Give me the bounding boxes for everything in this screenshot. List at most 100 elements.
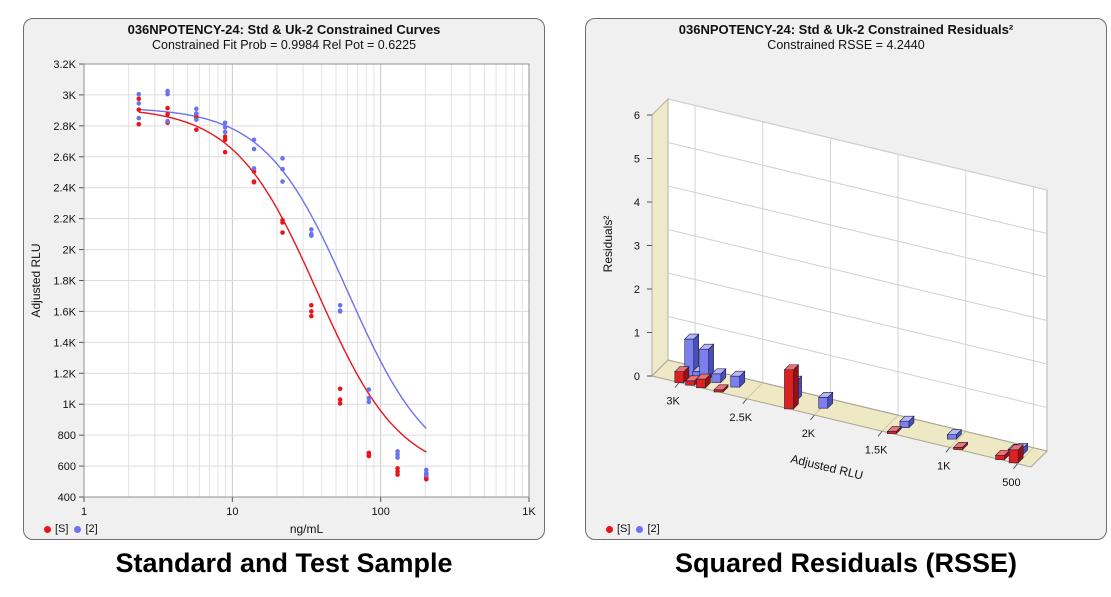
data-point-test	[136, 115, 142, 121]
data-point-std	[337, 386, 343, 392]
legend-std-marker	[606, 525, 613, 533]
residual-bar-std	[886, 425, 903, 435]
residual-bar-test-front	[711, 373, 722, 383]
data-point-test	[251, 166, 257, 171]
legend-std-label: [S]	[55, 523, 69, 535]
data-point-test	[251, 137, 257, 143]
y-tick-label: 400	[58, 492, 76, 504]
x-tick-label: 1	[81, 506, 87, 518]
data-point-test	[337, 302, 343, 308]
x-tick	[742, 398, 748, 405]
data-point-std	[136, 122, 142, 127]
residual-bar-test	[899, 415, 915, 429]
data-point-std	[309, 313, 314, 319]
x-tick-label: 3K	[666, 396, 680, 408]
residual-bar-test	[711, 368, 727, 384]
chart-subtitle: Constrained Fit Prob = 0.9984 Rel Pot = …	[151, 38, 417, 52]
residual-bar-std-front	[784, 369, 794, 410]
data-point-std	[136, 107, 142, 112]
residual-bar-std-front	[887, 431, 897, 434]
residual-bar-test-front	[947, 434, 957, 440]
data-point-test	[222, 120, 228, 126]
x-tick-label: 1.5K	[865, 444, 888, 456]
y-tick-label: 2.2K	[53, 214, 76, 226]
data-point-std	[366, 453, 372, 459]
residuals-3d-bar-plot: 0 1 2 3 4 5 6 3K 2.5K 2K 1.5K 1K 500 Adjusted RLU Resi…	[601, 97, 1048, 489]
data-point-test	[194, 117, 199, 122]
data-point-std	[136, 96, 142, 102]
y-tick-label: 1	[634, 328, 640, 340]
x-tick	[945, 447, 951, 453]
plot-frame	[83, 63, 530, 498]
data-point-std	[280, 230, 285, 235]
legend-test-marker	[74, 525, 82, 533]
residual-bar-test	[946, 429, 963, 440]
data-point-test	[280, 179, 285, 184]
grid-line-y	[667, 98, 1048, 191]
residual-bar-test	[730, 370, 746, 388]
y-tick-label: 4	[634, 197, 640, 209]
residual-bar-std-front	[674, 371, 685, 383]
residual-bar-std-top	[783, 364, 800, 371]
residual-bar-std-top	[674, 366, 690, 373]
data-point-test	[309, 233, 314, 238]
side-wall	[651, 97, 669, 378]
data-point-test	[222, 129, 228, 135]
data-point-std	[280, 220, 285, 225]
data-point-std	[222, 137, 228, 143]
y-tick-label: 2.4K	[53, 183, 76, 195]
grid-line-y	[667, 185, 1048, 278]
y-axis-label: Residuals²	[601, 216, 615, 273]
legend-test-marker	[636, 525, 644, 533]
floor-grid-line	[949, 431, 967, 448]
x-tick-label: 100	[371, 506, 389, 518]
grid-line-y	[667, 142, 1048, 234]
residual-bar-test-front	[818, 397, 829, 409]
data-point-std	[337, 397, 343, 402]
dose-response-plot: 400 600 800 1K 1.2K 1.4K 1.6K 1.8K 2K 2.2K 2.4K 2.6…	[29, 59, 536, 536]
data-point-test	[222, 125, 228, 130]
data-point-test	[136, 91, 142, 97]
data-point-std	[165, 111, 170, 117]
data-point-test	[165, 91, 170, 97]
left-caption: Standard and Test Sample	[115, 548, 453, 578]
residual-bar-std-front	[995, 454, 1005, 460]
legend-std-marker	[44, 525, 51, 533]
grid-line-y	[667, 272, 1048, 365]
data-point-std	[309, 309, 314, 314]
chart-title: 036NPOTENCY-24: Std & Uk-2 Constrained R…	[678, 22, 1014, 37]
data-point-test	[337, 308, 343, 313]
residual-bar-std-front	[713, 389, 724, 393]
residual-bar-test-top	[730, 370, 746, 377]
data-point-test	[194, 106, 199, 112]
x-tick	[674, 382, 680, 388]
floor	[651, 359, 1048, 468]
legend-test-label: [2]	[647, 523, 660, 535]
y-tick-label: 1.4K	[53, 337, 76, 349]
residual-bar-std-top	[713, 384, 729, 391]
y-tick-label: 600	[58, 461, 76, 473]
chart-legend: [S] [2]	[44, 523, 98, 535]
data-point-std	[165, 105, 170, 111]
y-tick-label: 2.8K	[53, 121, 76, 133]
x-tick-label: 2K	[802, 428, 816, 440]
data-point-test	[194, 111, 199, 116]
residual-bar-std-front	[953, 447, 963, 450]
y-tick-label: 3.2K	[53, 59, 76, 71]
residual-bar-test-top	[698, 343, 715, 350]
y-tick-label: 800	[58, 430, 76, 442]
residual-bar-std	[1008, 444, 1024, 464]
data-point-test	[165, 118, 170, 124]
y-tick-label: 1K	[63, 399, 77, 411]
data-point-test	[366, 399, 372, 405]
y-tick-label: 2K	[63, 245, 77, 257]
residual-bar-std-front	[696, 378, 706, 389]
residual-bar-test-top	[946, 429, 963, 436]
y-tick-label: 5	[634, 154, 640, 166]
data-point-test	[280, 166, 285, 172]
y-tick-label: 1.6K	[53, 306, 76, 318]
legend-test-label: [2]	[85, 523, 98, 535]
x-tick	[810, 414, 815, 421]
data-point-std	[395, 472, 400, 477]
y-tick-label: 3	[634, 241, 640, 253]
